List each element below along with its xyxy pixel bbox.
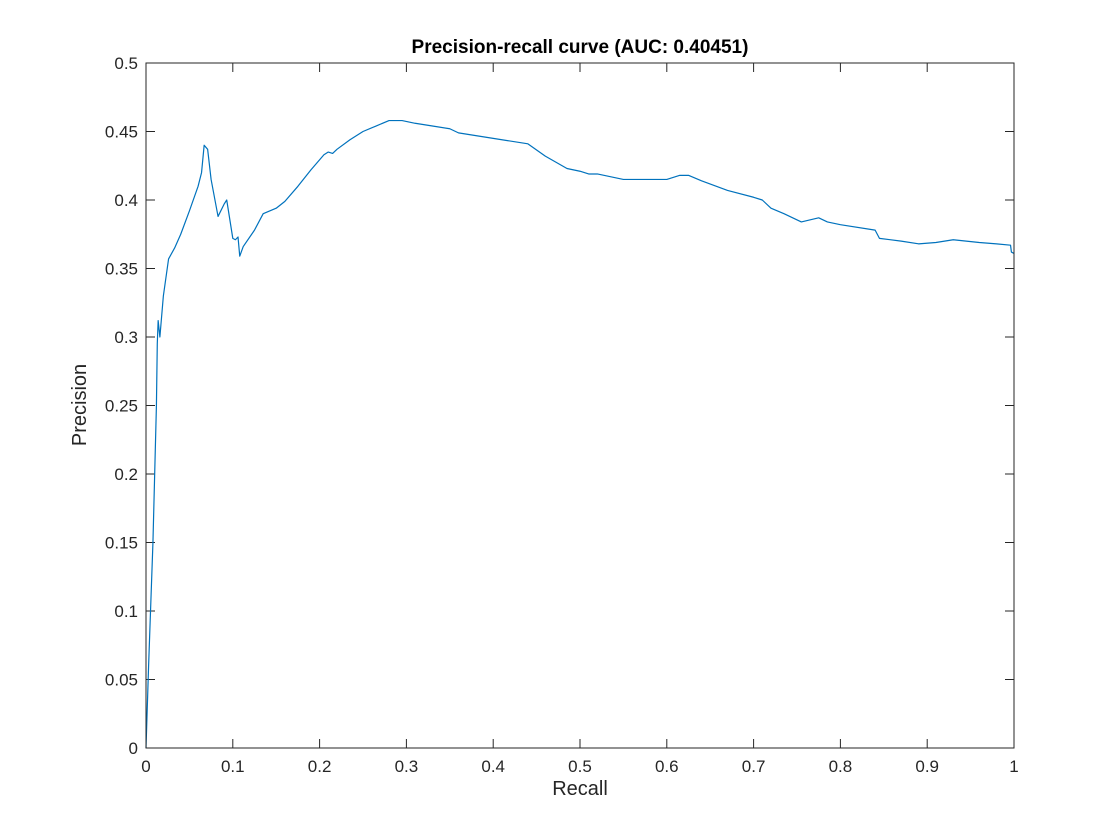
y-tick-label: 0.5 xyxy=(114,54,138,73)
y-tick-label: 0.15 xyxy=(105,534,138,553)
y-tick-label: 0.05 xyxy=(105,671,138,690)
x-tick-label: 0.3 xyxy=(395,757,419,776)
y-tick-label: 0.3 xyxy=(114,328,138,347)
chart-title: Precision-recall curve (AUC: 0.40451) xyxy=(412,37,749,58)
y-axis-label: Precision xyxy=(69,364,91,446)
y-tick-label: 0.4 xyxy=(114,191,138,210)
x-tick-label: 0.6 xyxy=(655,757,679,776)
x-axis-tick-labels: 0 0.1 0.2 0.3 0.4 0.5 0.6 0.7 0.8 0.9 1 xyxy=(141,757,1018,776)
y-axis-tick-labels: 0 0.05 0.1 0.15 0.2 0.25 0.3 0.35 0.4 0.45 0.5 xyxy=(105,54,138,758)
y-tick-label: 0.1 xyxy=(114,602,138,621)
plot-area xyxy=(146,63,1014,748)
y-tick-label: 0.35 xyxy=(105,260,138,279)
x-axis-label: Recall xyxy=(552,778,608,800)
x-tick-label: 0.1 xyxy=(221,757,245,776)
y-tick-label: 0 xyxy=(129,739,138,758)
precision-recall-series-line xyxy=(145,119,1015,749)
y-tick-label: 0.45 xyxy=(105,123,138,142)
x-tick-label: 1 xyxy=(1009,757,1018,776)
y-tick-label: 0.2 xyxy=(114,465,138,484)
x-tick-label: 0.7 xyxy=(742,757,766,776)
x-tick-label: 0.2 xyxy=(308,757,332,776)
x-tick-label: 0.8 xyxy=(829,757,853,776)
y-tick-label: 0.25 xyxy=(105,397,138,416)
x-tick-label: 0.5 xyxy=(568,757,592,776)
x-tick-label: 0 xyxy=(141,757,150,776)
plot-frame xyxy=(145,62,1015,749)
x-tick-label: 0.9 xyxy=(915,757,939,776)
x-tick-label: 0.4 xyxy=(481,757,505,776)
